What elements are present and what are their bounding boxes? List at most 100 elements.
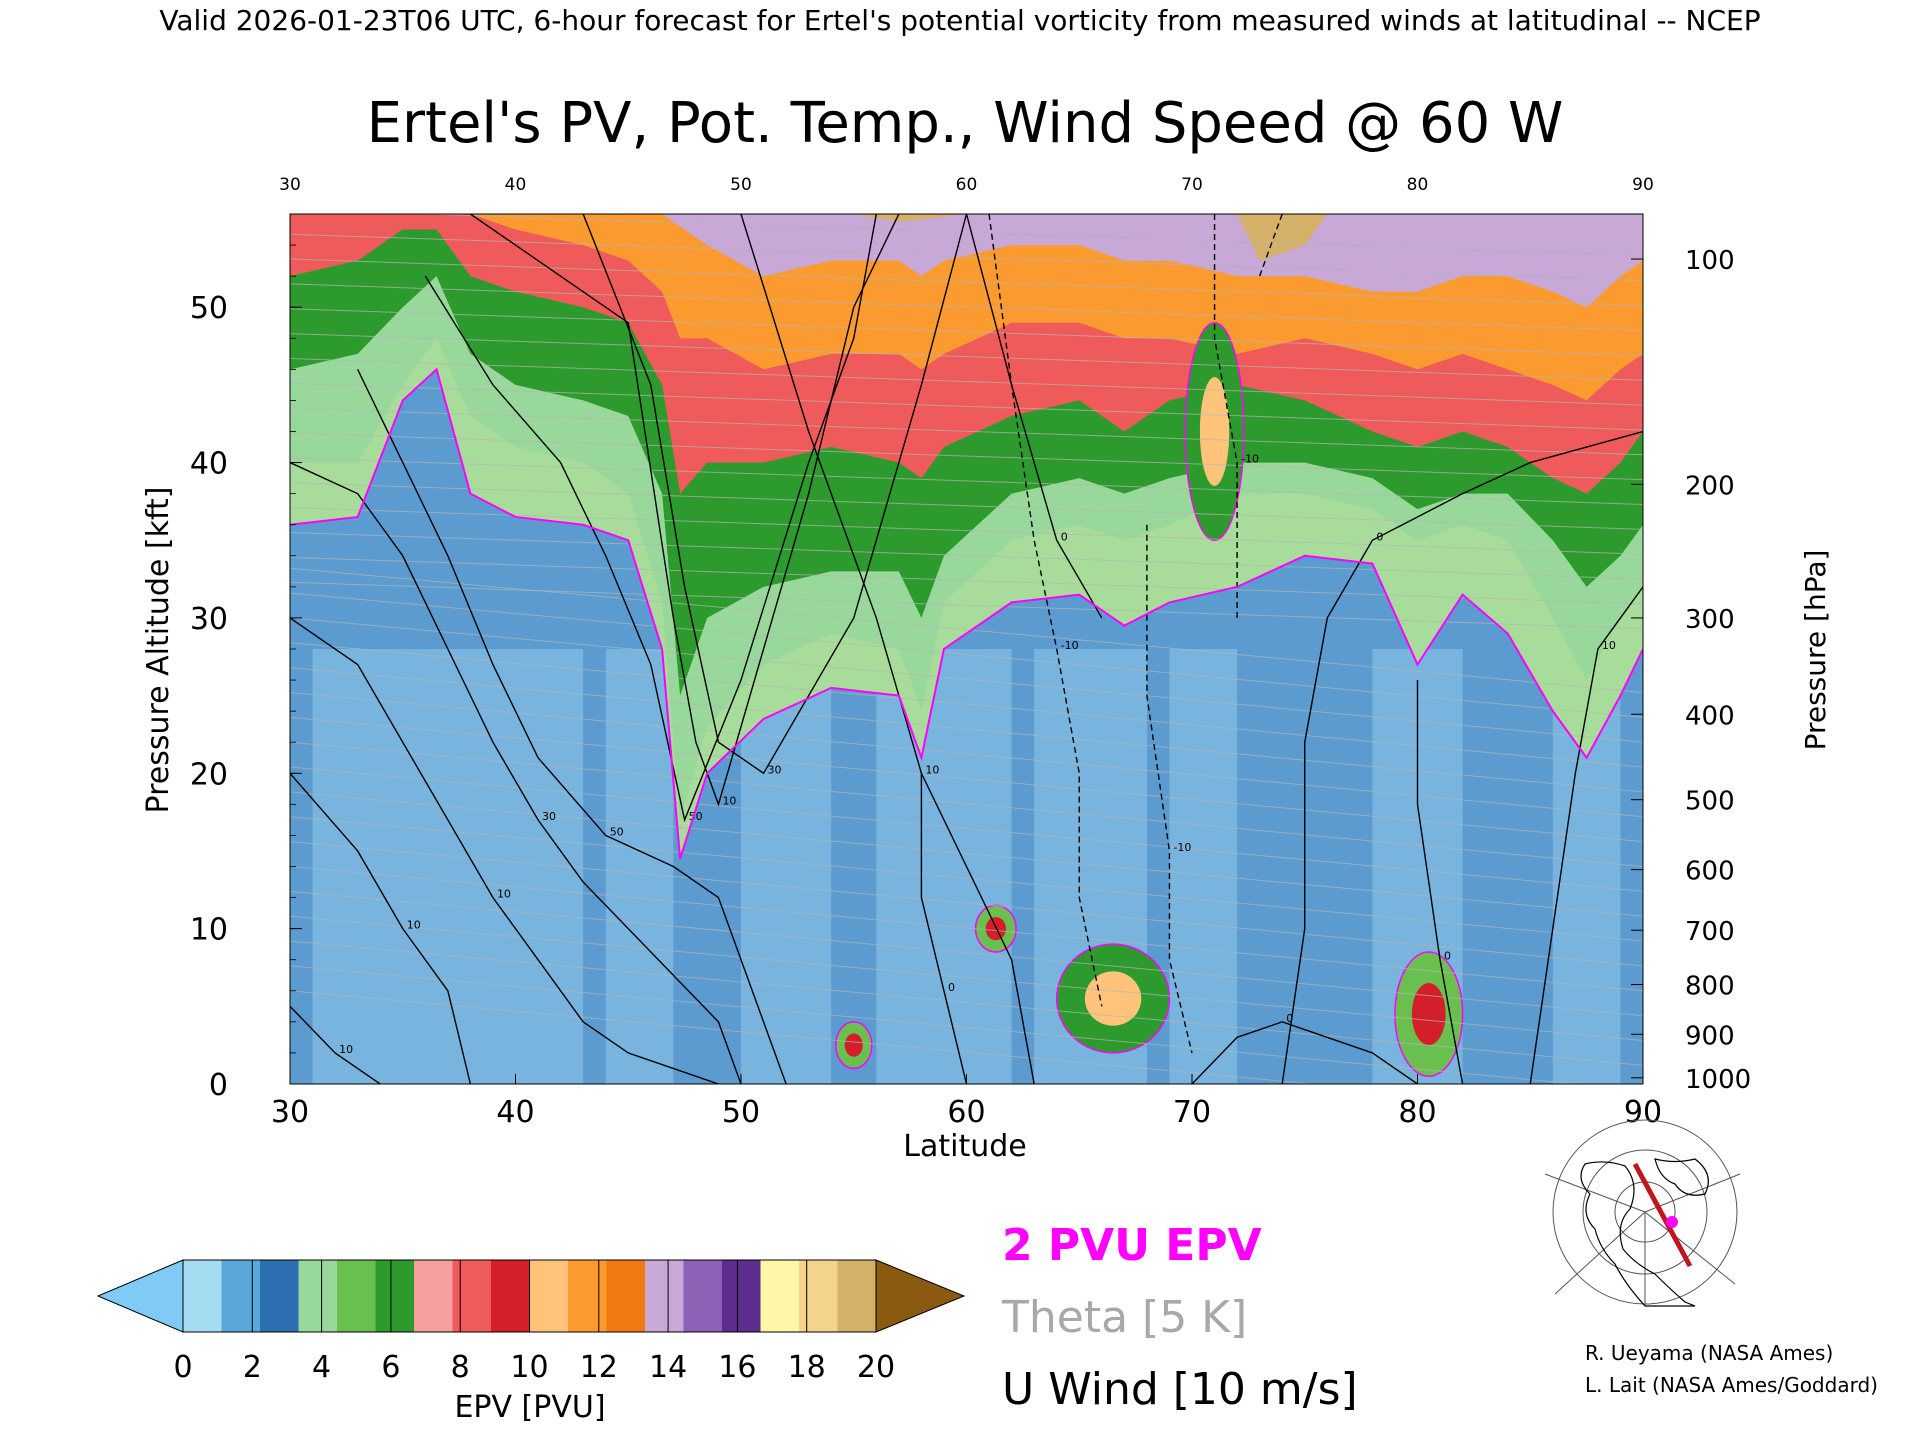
u-wind-contour <box>1258 214 1283 277</box>
colorbar-swatch <box>221 1260 261 1332</box>
y-tick-label-left: 0 <box>209 1068 228 1103</box>
theta-line <box>290 940 1643 1066</box>
colorbar-swatch <box>799 1260 838 1332</box>
low-pv-stripe <box>876 649 1012 1084</box>
u-wind-contour-label: 0 <box>1061 530 1068 543</box>
u-wind-contour-label: 0 <box>1286 1012 1293 1025</box>
x-tick-label-top: 70 <box>1181 175 1203 195</box>
cross-section-marker <box>1666 1216 1678 1228</box>
theta-line <box>290 866 1643 992</box>
y-tick-label-right: 600 <box>1685 857 1735 887</box>
theta-line <box>290 592 1643 718</box>
legend: 2 PVU EPV Theta [5 K] U Wind [10 m/s] <box>1001 1220 1358 1415</box>
colorbar-tick-label: 4 <box>312 1350 331 1385</box>
colorbar-swatch <box>568 1260 607 1332</box>
y-tick-label-right: 100 <box>1685 246 1735 276</box>
x-tick-label-top: 80 <box>1407 175 1429 195</box>
epv-patch-core <box>1084 971 1142 1026</box>
u-wind-contour-label: 10 <box>339 1043 353 1056</box>
epv-patch-core <box>1199 377 1230 486</box>
u-wind-contour-label: 10 <box>1602 639 1616 652</box>
cross-section-location-map <box>1544 1119 1741 1307</box>
low-pv-stripe <box>605 649 674 1084</box>
u-wind-contour-label: 50 <box>610 825 624 838</box>
u-wind-contour <box>965 214 1103 619</box>
theta-line <box>290 766 1643 892</box>
theta-line <box>290 482 1643 530</box>
y-tick-label-left: 30 <box>190 602 228 637</box>
u-wind-contour-label: 10 <box>407 919 421 932</box>
y-tick-label-left: 20 <box>190 757 228 792</box>
theta-line <box>290 581 1643 630</box>
theta-line <box>290 741 1643 867</box>
y-tick-label-right: 200 <box>1685 471 1735 501</box>
valid-header: Valid 2026-01-23T06 UTC, 6-hour forecast… <box>159 4 1760 37</box>
colorbar-tick-label: 8 <box>451 1350 470 1385</box>
theta-line <box>290 692 1643 818</box>
u-wind-contour-label: -10 <box>1061 639 1079 652</box>
colorbar-under <box>96 1259 184 1333</box>
colorbar-swatch <box>760 1260 800 1332</box>
u-wind-contour-label: 0 <box>1376 530 1383 543</box>
x-tick-label-top: 30 <box>279 175 301 195</box>
y-tick-label-left: 40 <box>190 447 228 482</box>
tropopause-line <box>290 367 1643 860</box>
theta-line <box>290 382 1643 431</box>
colorbar-tick-label: 12 <box>580 1350 618 1385</box>
epv-patch-core <box>844 1033 863 1057</box>
credit-lait: L. Lait (NASA Ames/Goddard) <box>1585 1373 1878 1397</box>
theta-line <box>290 965 1584 1084</box>
theta-line <box>290 915 1643 1041</box>
theta-line <box>290 258 1643 307</box>
u-wind-contour-label: 30 <box>542 810 556 823</box>
colorbar-swatch <box>645 1260 684 1332</box>
colorbar-swatch <box>683 1260 723 1332</box>
colorbar-swatch <box>491 1260 530 1332</box>
colorbar-tick-label: 6 <box>381 1350 400 1385</box>
theta-line <box>290 233 1643 282</box>
x-tick-label: 50 <box>722 1095 760 1130</box>
colorbar-swatch <box>837 1260 877 1332</box>
u-wind-contour <box>1281 430 1643 1084</box>
colorbar-over <box>875 1259 966 1333</box>
cross-section-line <box>1632 1162 1693 1268</box>
theta-line <box>290 667 1643 793</box>
u-wind-contour-label: 10 <box>925 763 939 776</box>
theta-line <box>290 507 1643 555</box>
u-wind-contour <box>1213 214 1238 618</box>
colorbar-swatch <box>183 1260 222 1332</box>
theta-line <box>290 617 1643 743</box>
x-axis-label: Latitude <box>903 1129 1026 1164</box>
theta-line <box>290 791 1643 917</box>
colorbar-tick-label: 20 <box>857 1350 895 1385</box>
y-tick-label-left: 10 <box>190 913 228 948</box>
y-tick-label-left: 50 <box>190 291 228 326</box>
u-wind-contour <box>290 461 742 1084</box>
u-wind-contour <box>1416 680 1464 1084</box>
epv-colorbar: 0 2 4 6 8 10 12 14 16 18 20 <box>96 1259 966 1385</box>
colorbar-swatch <box>337 1260 376 1332</box>
u-wind-contour <box>1146 524 1193 1054</box>
u-wind-contour-label: 10 <box>497 888 511 901</box>
theta-line <box>290 457 1643 506</box>
u-wind-contour-label: -10 <box>1173 841 1191 854</box>
y-tick-label-right: 400 <box>1685 701 1735 731</box>
u-wind-contour <box>582 214 968 775</box>
u-wind-contour <box>290 617 719 1084</box>
theta-line <box>290 567 1643 693</box>
y-tick-label-right: 800 <box>1685 972 1735 1002</box>
u-wind-contour-label: -10 <box>1241 453 1259 466</box>
u-wind-contour <box>988 214 1103 1007</box>
y-tick-label-right: 700 <box>1685 917 1735 947</box>
y-tick-label-right: 900 <box>1685 1021 1735 1051</box>
tropopause-2pvu-line <box>290 367 1643 860</box>
legend-2pvu: 2 PVU EPV <box>1002 1220 1262 1271</box>
theta-line <box>290 990 1320 1084</box>
colorbar-tick-label: 2 <box>243 1350 262 1385</box>
theta-line <box>290 283 1643 332</box>
theta-line <box>290 841 1643 967</box>
low-pv-stripe <box>1169 649 1238 1084</box>
credit-ueyama: R. Ueyama (NASA Ames) <box>1585 1341 1833 1365</box>
x-tick-label: 80 <box>1398 1095 1436 1130</box>
